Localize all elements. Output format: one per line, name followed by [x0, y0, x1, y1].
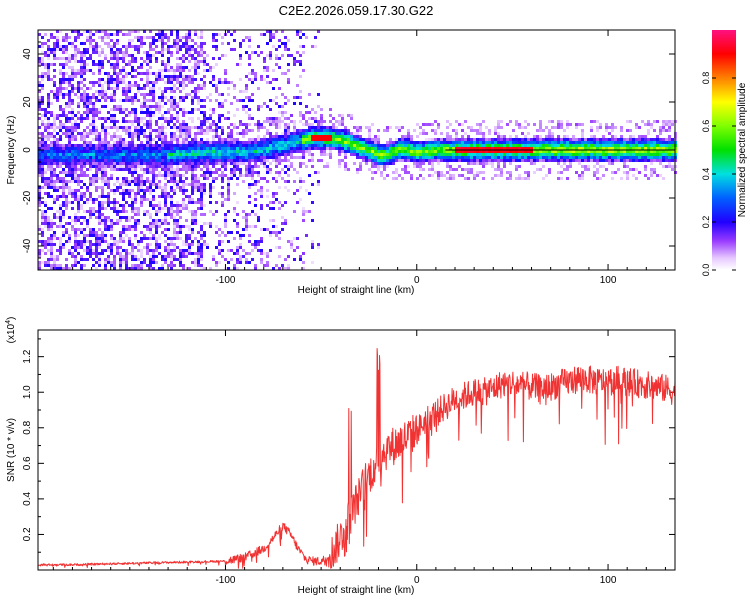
colorbar-tick-label: 0.4	[701, 168, 711, 181]
snr-frame	[37, 329, 676, 571]
colorbar-ticks: 0.0 0.2 0.4 0.6 0.8	[701, 72, 736, 277]
colorbar: 0.0 0.2 0.4 0.6 0.8 Normalized spectral ampl…	[701, 30, 748, 276]
snr-x-tick-label: 100	[600, 575, 617, 586]
spectrogram-x-label: Height of straight line (km)	[298, 285, 415, 296]
colorbar-gradient	[712, 30, 736, 270]
spectrogram-x-ticks: -100 0 100	[52, 30, 666, 286]
snr-x-label: Height of straight line (km)	[298, 585, 415, 596]
snr-y-tick-label: 0.8	[22, 420, 33, 434]
spectrogram-y-label: Frequency (Hz)	[6, 116, 17, 185]
snr-x-tick-label: -100	[215, 575, 235, 586]
snr-y-multiplier: (x104)	[5, 317, 17, 344]
spectrogram-x-tick-label: 100	[600, 275, 617, 286]
snr-y-ticks: 0.2 0.4 0.6 0.8 1.0 1.2	[22, 338, 675, 553]
spectrogram-x-tick-label: 0	[414, 275, 420, 286]
snr-y-tick-label: 0.2	[22, 527, 33, 541]
snr-series-line	[38, 348, 676, 569]
colorbar-label: Normalized spectral amplitude	[737, 82, 748, 217]
snr-y-label: SNR (10 * v/v)	[6, 418, 17, 482]
spectrogram-y-tick-label: 0	[22, 147, 33, 153]
snr-y-tick-label: 0.4	[22, 492, 33, 506]
colorbar-tick-label: 0.0	[701, 264, 711, 277]
spectrogram-y-tick-label: 40	[22, 48, 33, 60]
spectrogram-panel: -100 0 100 -40 -20 0 20 40 Height of straight …	[6, 29, 677, 296]
snr-x-tick-label: 0	[414, 575, 420, 586]
spectrogram-cells	[38, 30, 677, 270]
colorbar-tick-label: 0.8	[701, 72, 711, 85]
spectrogram-y-tick-label: -40	[22, 238, 33, 253]
colorbar-tick-label: 0.6	[701, 120, 711, 133]
snr-panel: -100 0 100 0.2 0.4 0.6 0.8 1.0 1.2 Height of st…	[5, 317, 676, 596]
snr-plot-area	[38, 330, 675, 570]
colorbar-tick-label: 0.2	[701, 216, 711, 229]
spectrogram-y-tick-label: -20	[22, 190, 33, 205]
snr-y-tick-label: 1.2	[22, 349, 33, 363]
spectrogram-y-ticks: -40 -20 0 20 40	[22, 41, 675, 259]
snr-y-tick-label: 0.6	[22, 456, 33, 470]
spectrogram-x-tick-label: -100	[215, 275, 235, 286]
spectrogram-y-tick-label: 20	[22, 96, 33, 108]
snr-y-tick-label: 1.0	[22, 385, 33, 399]
figure-title: C2E2.2026.059.17.30.G22	[279, 3, 434, 18]
